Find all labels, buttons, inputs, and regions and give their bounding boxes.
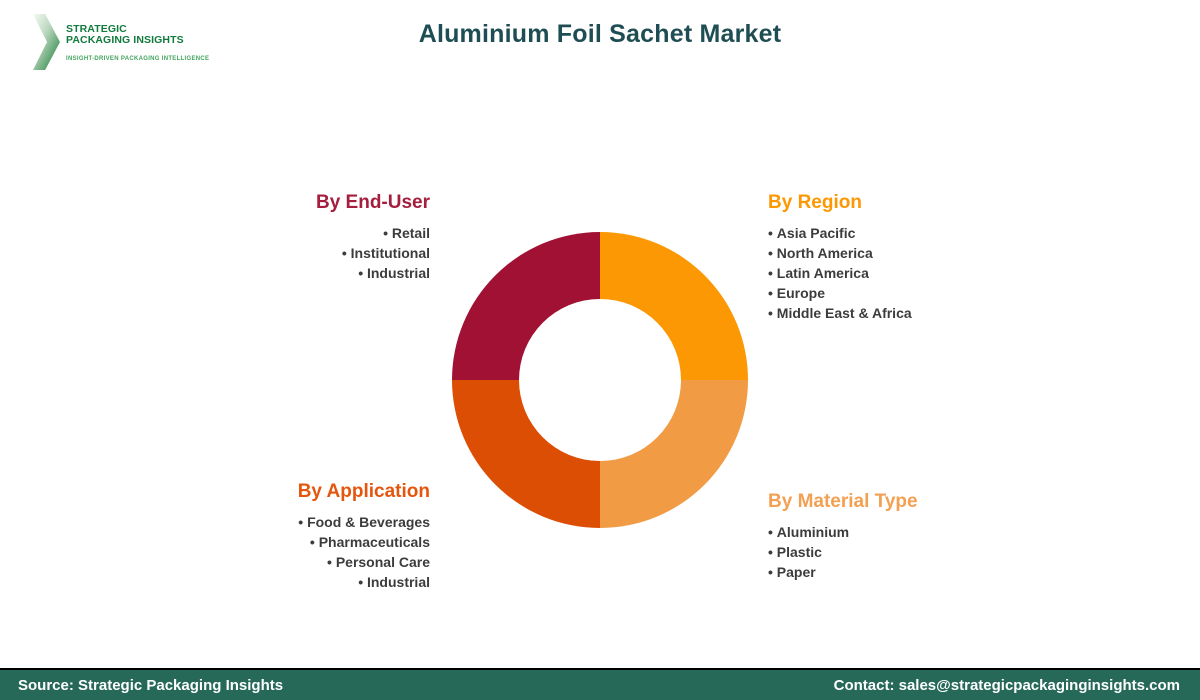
segment-region: By Region Asia Pacific North America Lat…: [768, 192, 912, 323]
footer-contact: Contact: sales@strategicpackaginginsight…: [833, 676, 1180, 694]
segment-end-user: By End-User Retail Institutional Industr…: [316, 192, 430, 283]
segment-application-heading: By Application: [297, 481, 430, 502]
footer-bar: Source: Strategic Packaging Insights Con…: [0, 670, 1200, 700]
logo-name-line2: PACKAGING INSIGHTS: [66, 34, 184, 46]
segment-application-list: Food & Beverages Pharmaceuticals Persona…: [298, 512, 430, 592]
list-item: Plastic: [768, 542, 918, 562]
logo-text: STRATEGIC PACKAGING INSIGHTS INSIGHT-DRI…: [66, 14, 209, 70]
donut-hole: [519, 299, 681, 461]
list-item: Pharmaceuticals: [298, 532, 430, 552]
segment-material-type-list: Aluminium Plastic Paper: [768, 522, 918, 582]
list-item: Europe: [768, 283, 912, 303]
segment-material-type-heading: By Material Type: [768, 491, 918, 512]
list-item: North America: [768, 243, 912, 263]
list-item: Aluminium: [768, 522, 918, 542]
segment-application: By Application Food & Beverages Pharmace…: [298, 481, 430, 592]
logo-tagline: INSIGHT-DRIVEN PACKAGING INTELLIGENCE: [66, 56, 210, 62]
list-item: Personal Care: [298, 552, 430, 572]
list-item: Industrial: [316, 263, 430, 283]
list-item: Food & Beverages: [298, 512, 430, 532]
segment-region-list: Asia Pacific North America Latin America…: [768, 223, 912, 323]
list-item: Asia Pacific: [768, 223, 912, 243]
segment-region-heading: By Region: [768, 192, 862, 213]
donut-chart: [452, 232, 748, 528]
segment-end-user-list: Retail Institutional Industrial: [316, 223, 430, 283]
segment-end-user-heading: By End-User: [315, 192, 430, 213]
list-item: Institutional: [316, 243, 430, 263]
list-item: Retail: [316, 223, 430, 243]
list-item: Paper: [768, 562, 918, 582]
list-item: Industrial: [298, 572, 430, 592]
list-item: Middle East & Africa: [768, 303, 912, 323]
segment-material-type: By Material Type Aluminium Plastic Paper: [768, 491, 918, 582]
footer-divider: [0, 668, 1200, 670]
page-title: Aluminium Foil Sachet Market: [418, 20, 782, 48]
logo-name-line1: STRATEGIC: [66, 23, 127, 35]
footer-source: Source: Strategic Packaging Insights: [18, 676, 284, 694]
brand-logo: STRATEGIC PACKAGING INSIGHTS INSIGHT-DRI…: [33, 14, 209, 70]
list-item: Latin America: [768, 263, 912, 283]
